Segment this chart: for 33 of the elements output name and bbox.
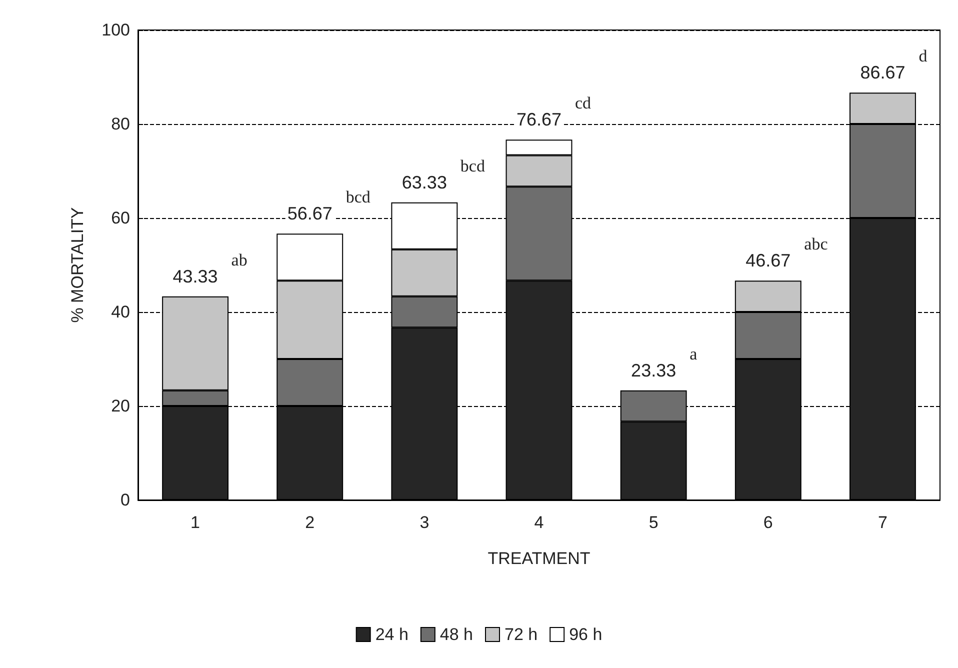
- annotation: bcd: [346, 188, 371, 207]
- legend-label: 48 h: [440, 625, 474, 644]
- total-label: 86.67: [860, 62, 906, 83]
- total-label: 23.33: [631, 360, 676, 380]
- total-label: 43.33: [172, 266, 218, 286]
- x-tick-label: 5: [648, 513, 658, 532]
- y-tick-label: 20: [111, 396, 130, 416]
- annotation: d: [918, 46, 928, 66]
- y-tick-label: 80: [111, 114, 130, 134]
- total-label: 63.33: [402, 172, 447, 192]
- x-axis-title: TREATMENT: [488, 549, 590, 568]
- total-label: 56.67: [287, 204, 332, 224]
- total-label: 46.67: [746, 250, 791, 271]
- x-tick-label: 3: [420, 513, 430, 532]
- x-tick-label: 6: [763, 513, 773, 532]
- annotation: a: [690, 344, 698, 364]
- legend-label: 24 h: [375, 625, 408, 644]
- y-tick-label: 60: [111, 208, 130, 228]
- y-axis-title: % MORTALITY: [68, 207, 87, 323]
- annotation: abc: [804, 234, 828, 254]
- legend-label: 96 h: [569, 625, 602, 644]
- x-tick-label: 1: [190, 513, 200, 532]
- x-tick-label: 7: [878, 513, 888, 532]
- annotation: bcd: [460, 156, 486, 176]
- annotation: cd: [575, 94, 592, 113]
- y-tick-label: 40: [111, 302, 130, 322]
- x-tick-label: 2: [305, 513, 315, 532]
- y-tick-label: 100: [102, 20, 130, 40]
- annotation: ab: [231, 250, 248, 270]
- total-label: 76.67: [516, 110, 562, 130]
- x-tick-label: 4: [534, 513, 544, 532]
- legend-label: 72 h: [504, 625, 538, 644]
- y-tick-label: 0: [120, 490, 130, 510]
